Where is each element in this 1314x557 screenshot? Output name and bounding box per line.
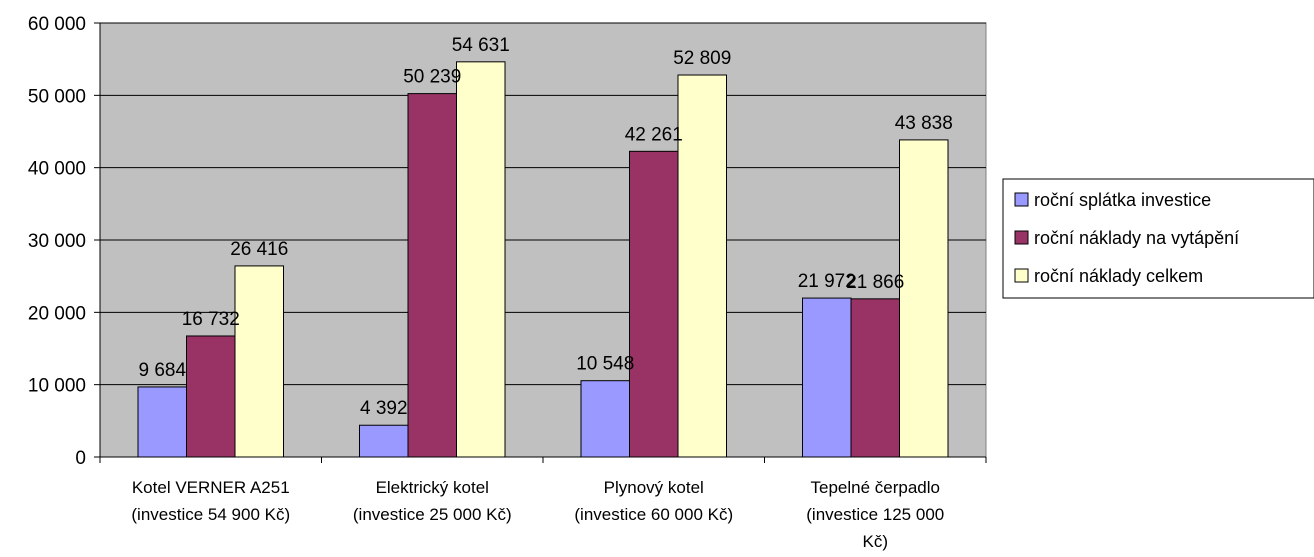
bar xyxy=(899,139,949,458)
bar xyxy=(137,386,187,458)
y-tick-label: 40 000 xyxy=(28,159,86,180)
data-label: 42 261 xyxy=(625,124,683,145)
legend-swatch xyxy=(1014,230,1029,245)
data-label: 16 732 xyxy=(182,309,240,330)
data-label: 21 866 xyxy=(846,272,904,293)
legend-swatch xyxy=(1014,268,1029,283)
y-tick-label: 0 xyxy=(75,448,86,469)
bar xyxy=(359,424,409,458)
bar xyxy=(456,61,506,458)
bar xyxy=(629,150,679,458)
y-tick-label: 20 000 xyxy=(28,303,86,324)
bar xyxy=(407,93,457,458)
data-label: 54 631 xyxy=(452,35,510,56)
data-label: 21 972 xyxy=(798,271,856,292)
bar xyxy=(677,74,727,458)
legend-swatch xyxy=(1014,192,1029,207)
legend-label: roční náklady na vytápění xyxy=(1034,228,1239,248)
x-category-label: Tepelné čerpadlo (investice 125 000 Kč) xyxy=(806,478,944,551)
data-labels: 9 684 16 732 26 416 4 392 50 239 54 631 10 548… xyxy=(138,35,952,419)
data-label: 43 838 xyxy=(895,113,953,134)
data-label: 9 684 xyxy=(138,360,186,381)
y-tick-label: 50 000 xyxy=(28,86,86,107)
legend-label: roční splátka investice xyxy=(1034,190,1211,210)
x-category-label: Plynový kotel (investice 60 000 Kč) xyxy=(574,478,733,524)
data-label: 10 548 xyxy=(576,354,634,375)
data-label: 50 239 xyxy=(403,67,461,88)
data-label: 26 416 xyxy=(230,239,288,260)
bar-series xyxy=(137,61,949,458)
data-label: 4 392 xyxy=(360,398,408,419)
x-category-label: Kotel VERNER A251 (investice 54 900 Kč) xyxy=(131,478,290,524)
bar xyxy=(186,335,236,458)
y-axis-ticks: 0 10 000 20 000 30 000 40 000 50 000 60 000 xyxy=(28,14,100,469)
legend: roční splátka investice roční náklady na … xyxy=(1002,178,1314,299)
bar xyxy=(580,380,630,458)
bar xyxy=(850,298,900,458)
y-tick-label: 30 000 xyxy=(28,231,86,252)
bar xyxy=(234,265,284,458)
legend-label: roční náklady celkem xyxy=(1034,266,1203,286)
data-label: 52 809 xyxy=(673,48,731,69)
y-tick-label: 10 000 xyxy=(28,376,86,397)
y-tick-label: 60 000 xyxy=(28,14,86,35)
x-axis-categories: Kotel VERNER A251 (investice 54 900 Kč) El… xyxy=(131,478,944,551)
bar xyxy=(802,297,852,458)
legend-box xyxy=(1002,178,1314,299)
x-category-label: Elektrický kotel (investice 25 000 Kč) xyxy=(353,478,512,524)
